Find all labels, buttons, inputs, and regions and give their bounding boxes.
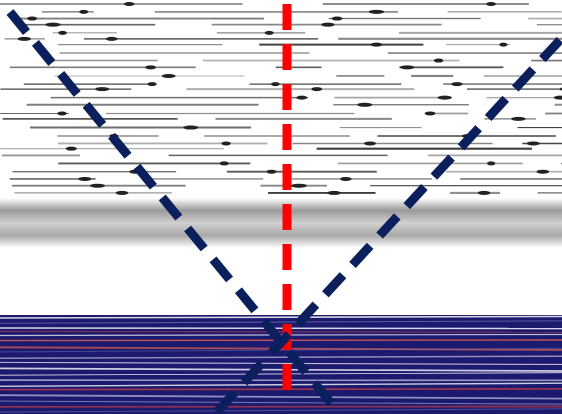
dot <box>57 111 66 115</box>
dot <box>438 96 452 100</box>
dot <box>511 117 525 121</box>
dot <box>364 141 376 145</box>
gray-band <box>0 198 562 248</box>
dot <box>266 170 276 174</box>
dot <box>58 31 67 35</box>
dot <box>321 23 335 27</box>
dot <box>527 141 540 145</box>
dot <box>296 96 307 100</box>
dot <box>145 65 156 69</box>
dot <box>332 17 343 21</box>
dot <box>106 37 118 41</box>
dot <box>291 184 307 188</box>
dot <box>221 141 230 145</box>
dot <box>116 191 129 195</box>
dot <box>183 126 198 130</box>
dot <box>369 10 384 14</box>
dot <box>357 103 372 107</box>
dot <box>451 82 462 86</box>
dot <box>124 2 135 6</box>
scene <box>0 0 562 414</box>
dot <box>499 43 507 47</box>
dot <box>311 87 322 91</box>
dot <box>271 82 280 86</box>
dot <box>27 17 37 21</box>
dot <box>425 111 436 115</box>
dot <box>147 82 156 86</box>
dot <box>487 161 495 165</box>
dot <box>162 74 176 78</box>
dot <box>79 10 88 14</box>
stripe <box>0 328 562 329</box>
dot <box>370 43 382 47</box>
dot <box>18 37 32 41</box>
dot <box>66 147 77 151</box>
dot <box>400 65 414 69</box>
dot <box>220 161 229 165</box>
stripe <box>0 389 562 390</box>
dot <box>265 31 274 35</box>
dot <box>434 59 444 63</box>
dot <box>90 184 105 188</box>
dot <box>486 2 496 6</box>
dot <box>45 23 60 27</box>
dot <box>78 177 91 181</box>
page: (() => { const data = JSON.parse(documen… <box>0 0 562 414</box>
dot <box>340 177 352 181</box>
dot <box>327 191 341 195</box>
dot <box>478 191 491 195</box>
dot <box>537 170 550 174</box>
dot <box>95 87 109 91</box>
